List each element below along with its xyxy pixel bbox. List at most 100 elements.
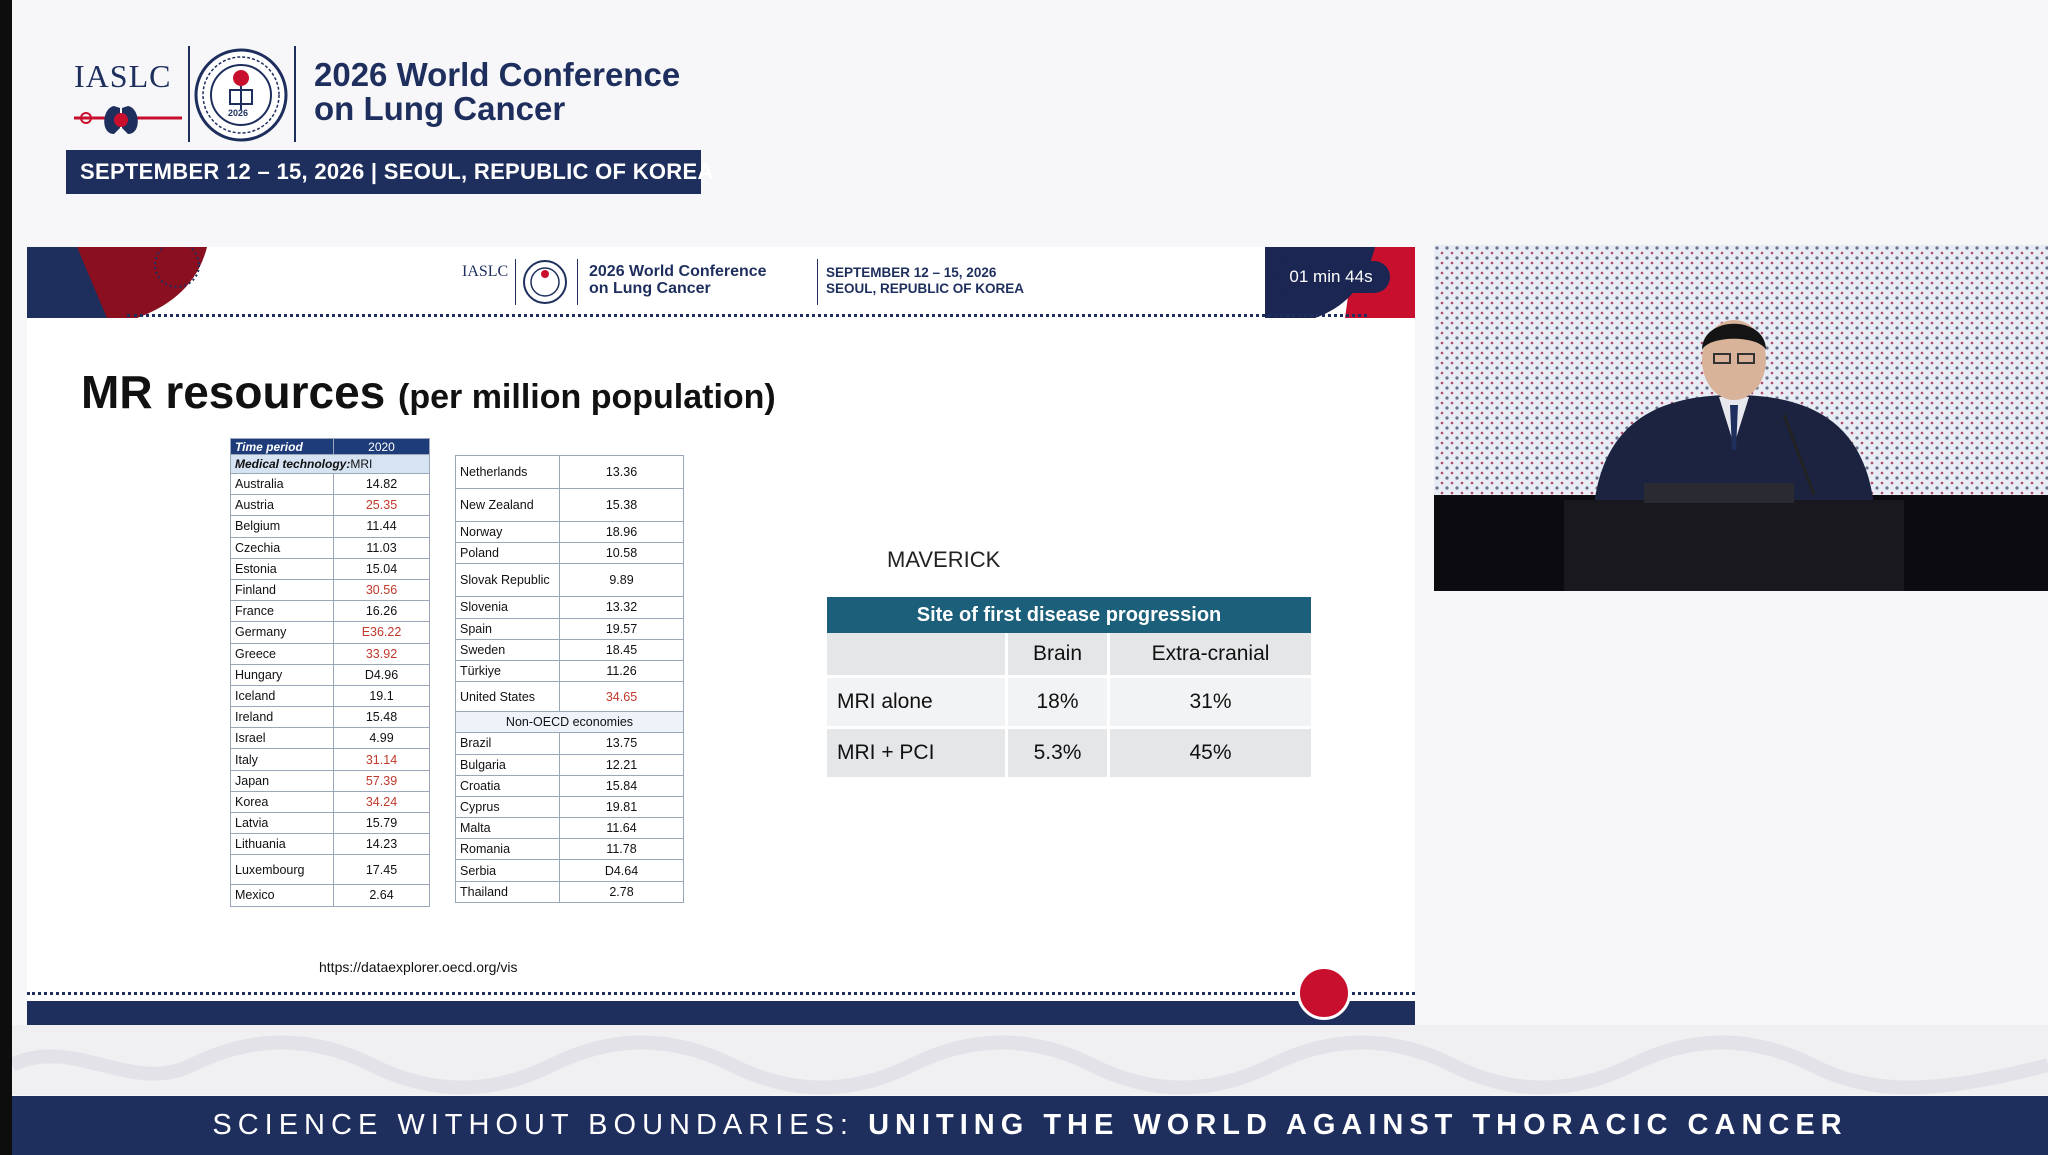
- country-name: Türkiye: [455, 659, 560, 683]
- header-divider: [294, 46, 296, 142]
- mri-value: 14.82: [333, 472, 430, 496]
- maverick-col-brain: Brain: [1008, 633, 1110, 678]
- country-row: Germany E36.22: [230, 621, 430, 644]
- conference-header: IASLC 2026 2026 World Conference on Lung…: [66, 42, 713, 194]
- mri-value: 34.65: [559, 681, 684, 713]
- mri-value: 13.32: [559, 596, 684, 619]
- country-row: Hungary D4.96: [230, 663, 430, 686]
- country-name: Croatia: [455, 774, 560, 797]
- country-name: Austria: [230, 494, 334, 517]
- slide-seal-icon: [523, 260, 567, 304]
- country-row: Cyprus 19.81: [455, 795, 684, 819]
- country-row: Norway 18.96: [455, 520, 684, 544]
- time-period-year: 2020: [333, 438, 430, 455]
- maverick-extracranial-value: 45%: [1110, 729, 1311, 780]
- oecd-mri-table-left: Time period 2020 Medical technology:MRI …: [230, 438, 430, 907]
- mri-value: 18.45: [559, 638, 684, 661]
- conference-title-line2: on Lung Cancer: [314, 90, 566, 127]
- conference-title-line1: 2026 World Conference: [314, 56, 681, 93]
- slide-header-divider: [577, 259, 578, 305]
- country-name: United States: [455, 681, 560, 713]
- mri-value: 13.75: [559, 732, 684, 755]
- slide-dates: SEPTEMBER 12 – 15, 2026 SEOUL, REPUBLIC …: [826, 265, 1024, 297]
- mri-value: 9.89: [559, 563, 684, 598]
- country-row: Ireland 15.48: [230, 706, 430, 729]
- mri-value: 19.81: [559, 795, 684, 819]
- country-name: Malta: [455, 817, 560, 840]
- mri-value: 11.44: [333, 515, 430, 538]
- country-row: Latvia 15.79: [230, 811, 430, 835]
- mri-value: 14.23: [333, 833, 430, 856]
- slide-corner-decoration: [27, 247, 207, 318]
- country-name: Norway: [455, 520, 560, 544]
- country-row: Belgium 11.44: [230, 515, 430, 538]
- country-name: Slovenia: [455, 596, 560, 619]
- country-row: Iceland 19.1: [230, 684, 430, 708]
- country-row: Slovenia 13.32: [455, 596, 684, 619]
- country-name: Thailand: [455, 880, 560, 903]
- slide-heading-sub: (per million population): [398, 378, 776, 416]
- slide-header-logo: IASLC 2026 World Conference on Lung Canc…: [462, 257, 1024, 313]
- maverick-col-empty: [827, 633, 1008, 678]
- country-row: Austria 25.35: [230, 494, 430, 517]
- country-row: Luxembourg 17.45: [230, 854, 430, 886]
- iaslc-logo-text: IASLC: [74, 58, 172, 94]
- country-name: Luxembourg: [230, 854, 334, 886]
- maverick-progression-table: Site of first disease progression Brain …: [827, 597, 1311, 780]
- country-name: Hungary: [230, 663, 334, 686]
- slide-header-divider: [515, 259, 516, 305]
- country-name: Belgium: [230, 515, 334, 538]
- country-name: Mexico: [230, 884, 334, 907]
- country-name: Cyprus: [455, 795, 560, 819]
- country-row: Sweden 18.45: [455, 638, 684, 661]
- country-row: Italy 31.14: [230, 748, 430, 771]
- country-name: Iceland: [230, 684, 334, 708]
- slide-location-line: SEOUL, REPUBLIC OF KOREA: [826, 281, 1025, 296]
- country-name: Israel: [230, 727, 334, 750]
- country-row: Spain 19.57: [455, 617, 684, 640]
- country-name: Bulgaria: [455, 753, 560, 776]
- maverick-brain-value: 18%: [1008, 678, 1110, 729]
- country-row: Brazil 13.75: [455, 732, 684, 755]
- header-divider: [188, 46, 190, 142]
- slide-bottom-bar: [27, 1001, 1415, 1029]
- country-row: Thailand 2.78: [455, 880, 684, 903]
- mri-value: E36.22: [333, 621, 430, 644]
- country-row: Greece 33.92: [230, 642, 430, 665]
- maverick-col-extracranial: Extra-cranial: [1110, 633, 1311, 678]
- country-row: France 16.26: [230, 600, 430, 623]
- maverick-row: MRI alone 18% 31%: [827, 678, 1311, 729]
- country-name: Ireland: [230, 706, 334, 729]
- mri-value: 15.79: [333, 811, 430, 835]
- mri-value: 11.26: [559, 659, 684, 683]
- country-row: Poland 10.58: [455, 542, 684, 565]
- country-row: New Zealand 15.38: [455, 488, 684, 522]
- slide-dotted-line: [127, 314, 1367, 317]
- mri-value: 34.24: [333, 790, 430, 814]
- slide-dates-line: SEPTEMBER 12 – 15, 2026: [826, 265, 997, 280]
- country-name: New Zealand: [455, 488, 560, 522]
- recording-indicator-icon: [1297, 966, 1351, 1020]
- presentation-timer: 01 min 44s: [1272, 261, 1390, 293]
- mri-value: 15.84: [559, 774, 684, 797]
- country-name: Sweden: [455, 638, 560, 661]
- left-edge-strip: [0, 0, 12, 1155]
- medical-technology-value: MRI: [350, 457, 373, 471]
- country-row: Korea 34.24: [230, 790, 430, 814]
- source-url: https://dataexplorer.oecd.org/vis: [319, 959, 518, 975]
- maverick-row-label: MRI alone: [827, 678, 1008, 729]
- country-name: Slovak Republic: [455, 563, 560, 598]
- mri-value: D4.64: [559, 859, 684, 882]
- mri-value: 12.21: [559, 753, 684, 776]
- country-name: Estonia: [230, 557, 334, 580]
- conference-date-bar: SEPTEMBER 12 – 15, 2026 | SEOUL, REPUBLI…: [66, 150, 713, 194]
- mri-value: 18.96: [559, 520, 684, 544]
- country-name: Korea: [230, 790, 334, 814]
- country-row: Estonia 15.04: [230, 557, 430, 580]
- country-name: Poland: [455, 542, 560, 565]
- slide-header-divider: [817, 259, 818, 305]
- footer-pattern-decoration: [12, 1025, 2048, 1095]
- maverick-row: MRI + PCI 5.3% 45%: [827, 729, 1311, 780]
- country-row: United States 34.65: [455, 681, 684, 713]
- country-name: Italy: [230, 748, 334, 771]
